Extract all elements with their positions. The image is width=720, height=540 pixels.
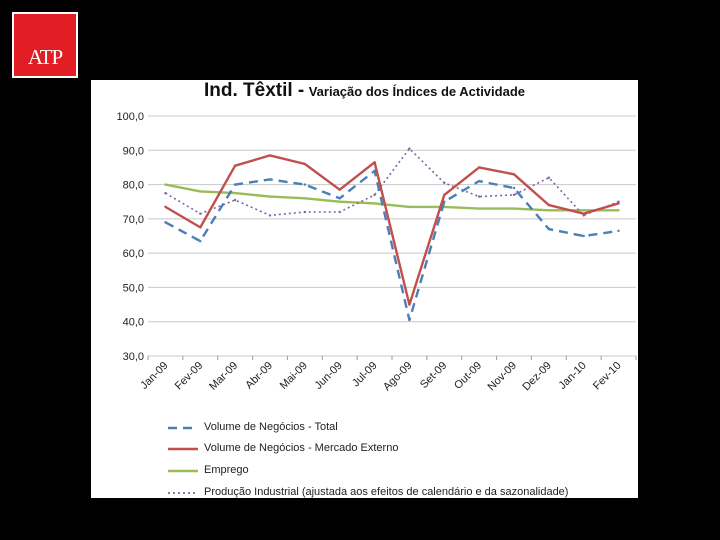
y-tick-label: 60,0 <box>123 248 144 260</box>
y-tick-label: 70,0 <box>123 214 144 226</box>
x-tick-label: Set-09 <box>418 360 449 391</box>
y-tick-label: 80,0 <box>123 180 144 192</box>
x-tick-label: Jun-09 <box>313 360 345 392</box>
data-point <box>582 214 585 217</box>
data-point <box>477 207 481 210</box>
y-tick-label: 90,0 <box>123 145 144 157</box>
x-tick-label: Jul-09 <box>350 360 380 390</box>
data-point <box>268 214 272 217</box>
x-tick-label: Jan-09 <box>138 360 170 392</box>
x-tick-label: Dez-09 <box>520 360 554 394</box>
data-point <box>617 229 620 233</box>
logo-text: ATP <box>27 45 63 69</box>
data-point <box>617 209 620 212</box>
atp-logo: ATP <box>12 12 78 78</box>
x-tick-label: Out-09 <box>452 360 484 392</box>
data-point <box>443 193 446 197</box>
x-tick-label: Jan-10 <box>557 360 589 392</box>
data-point <box>373 169 376 173</box>
data-point <box>547 176 551 179</box>
data-point <box>338 197 341 200</box>
data-point <box>303 183 307 186</box>
data-point <box>233 198 237 202</box>
data-point <box>373 161 376 164</box>
legend-swatch <box>168 426 198 430</box>
chart-subtitle: Variação dos Índices de Actividade <box>308 84 525 99</box>
data-point <box>512 193 516 197</box>
data-point <box>408 318 411 322</box>
data-point <box>303 210 307 214</box>
data-point <box>547 227 551 231</box>
data-point <box>199 226 202 229</box>
data-point <box>617 200 620 203</box>
data-point <box>617 202 620 205</box>
data-point <box>582 212 585 215</box>
series-line <box>165 183 619 212</box>
data-point <box>338 188 341 191</box>
data-point <box>547 209 551 212</box>
data-point <box>512 207 516 210</box>
data-point <box>164 205 167 209</box>
data-point <box>512 186 516 190</box>
data-point <box>443 181 446 185</box>
data-point <box>233 183 237 186</box>
data-point <box>303 162 307 166</box>
series-line <box>164 154 619 306</box>
x-tick-label: Abr-09 <box>243 360 275 392</box>
data-point <box>408 205 411 209</box>
data-point <box>233 164 237 167</box>
data-point <box>408 147 411 150</box>
data-point <box>477 195 481 198</box>
legend-label: Produção Industrial (ajustada aos efeito… <box>204 486 569 498</box>
data-point <box>408 303 411 306</box>
x-tick-label: Fev-09 <box>173 360 206 393</box>
data-point <box>199 239 202 243</box>
data-point <box>199 212 202 215</box>
x-tick-label: Mai-09 <box>278 360 310 392</box>
data-point <box>443 200 446 203</box>
legend-swatch <box>168 447 198 451</box>
legend-label: Volume de Negócios - Mercado Externo <box>204 442 399 454</box>
series-line <box>164 147 619 217</box>
legend-swatch <box>168 469 198 473</box>
data-point <box>582 209 585 212</box>
data-point <box>547 203 551 207</box>
data-point <box>164 183 167 186</box>
y-tick-label: 50,0 <box>123 282 144 294</box>
chart-panel: Ind. Têxtil - Variação dos Índices de Ac… <box>91 80 638 498</box>
data-point <box>477 166 481 169</box>
data-point <box>233 191 237 195</box>
data-point <box>477 179 481 183</box>
data-point <box>338 200 341 203</box>
data-point <box>268 178 272 181</box>
x-tick-label: Ago-09 <box>381 360 415 394</box>
y-tick-label: 40,0 <box>123 317 144 329</box>
data-point <box>164 221 167 224</box>
chart-title: Ind. Têxtil - Variação dos Índices de Ac… <box>91 80 638 102</box>
data-point <box>164 191 167 195</box>
data-point <box>303 197 307 200</box>
legend-label: Emprego <box>204 464 249 476</box>
data-point <box>199 190 202 193</box>
data-point <box>373 202 376 205</box>
data-point <box>338 210 341 214</box>
chart-title-main: Ind. Têxtil - <box>203 80 305 101</box>
legend-label: Volume de Negócios - Total <box>204 421 338 433</box>
y-tick-label: 30,0 <box>123 351 144 363</box>
data-point <box>268 154 272 157</box>
x-tick-label: Mar-09 <box>207 360 240 393</box>
data-point <box>373 193 376 197</box>
series-line <box>164 169 619 322</box>
x-tick-label: Fev-10 <box>591 360 624 393</box>
data-point <box>512 173 516 176</box>
data-point <box>582 234 585 238</box>
x-tick-label: Nov-09 <box>486 360 520 394</box>
legend-swatch <box>168 492 198 494</box>
data-point <box>268 195 272 198</box>
y-tick-label: 100,0 <box>116 111 144 123</box>
